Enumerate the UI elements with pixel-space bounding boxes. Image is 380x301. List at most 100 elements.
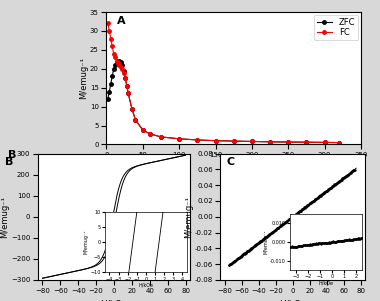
Point (290, 214, 296, 219)
ZFC (113, 63, 117, 67)
Point (241, 251, 247, 256)
Point (345, 172, 352, 177)
Point (300, 206, 306, 211)
Point (283, 219, 290, 224)
Point (266, 233, 272, 237)
Point (344, 173, 350, 178)
ZFC (123, 76, 128, 80)
Point (230, 260, 236, 265)
FC (122, 71, 126, 74)
Point (298, 208, 304, 213)
Point (256, 240, 263, 244)
Point (346, 172, 352, 176)
Point (257, 239, 263, 244)
Point (331, 183, 337, 188)
Point (277, 224, 283, 228)
Point (320, 191, 326, 195)
Point (302, 205, 308, 210)
ZFC (159, 135, 163, 139)
Point (251, 244, 257, 249)
Point (308, 200, 314, 205)
Point (349, 169, 355, 174)
Point (328, 185, 334, 190)
Point (242, 251, 249, 256)
Point (266, 232, 272, 237)
FC (337, 141, 342, 144)
FC (126, 92, 130, 95)
Point (351, 167, 357, 172)
FC (195, 138, 200, 142)
Point (233, 258, 239, 263)
Point (252, 243, 258, 248)
X-axis label: H/kOe: H/kOe (279, 299, 306, 301)
Point (270, 229, 276, 234)
Point (325, 188, 331, 192)
ZFC (195, 138, 200, 142)
Point (314, 196, 320, 200)
ZFC (148, 132, 152, 136)
Point (327, 186, 333, 191)
Point (312, 197, 318, 202)
Point (319, 192, 325, 197)
Point (341, 175, 347, 180)
Point (247, 246, 253, 251)
Point (275, 225, 281, 230)
Point (298, 207, 304, 212)
Point (340, 176, 346, 181)
Point (298, 208, 304, 213)
Point (282, 219, 288, 224)
Point (261, 236, 267, 241)
Point (317, 193, 323, 198)
Point (319, 192, 325, 197)
Point (261, 237, 267, 241)
Point (268, 231, 274, 235)
Point (307, 201, 313, 206)
Point (309, 199, 315, 204)
Point (228, 261, 234, 266)
ZFC (126, 92, 130, 95)
Point (226, 262, 233, 267)
Point (283, 219, 289, 224)
Point (324, 188, 330, 193)
Point (269, 230, 275, 235)
Y-axis label: M/emug⁻¹: M/emug⁻¹ (1, 196, 10, 238)
FC (177, 137, 181, 141)
Point (293, 212, 299, 217)
ZFC (268, 140, 272, 144)
Point (268, 231, 274, 236)
Point (296, 209, 302, 214)
Point (294, 211, 300, 216)
Point (278, 223, 284, 228)
ZFC (130, 107, 134, 110)
ZFC (213, 139, 218, 142)
Point (287, 216, 293, 221)
Point (271, 228, 277, 233)
Point (235, 256, 241, 261)
Point (339, 176, 345, 181)
Point (271, 229, 277, 234)
FC (286, 140, 291, 144)
Point (271, 229, 277, 234)
Point (254, 241, 260, 246)
Point (242, 250, 248, 255)
Point (238, 254, 244, 259)
Point (244, 249, 250, 253)
Point (338, 177, 344, 182)
Point (279, 222, 285, 227)
Point (228, 260, 234, 265)
Point (228, 262, 234, 266)
Point (335, 179, 341, 184)
Point (329, 184, 335, 189)
Point (302, 205, 308, 210)
Point (341, 175, 347, 179)
FC (113, 56, 117, 59)
Point (290, 215, 296, 219)
FC (268, 140, 272, 144)
Point (284, 219, 290, 224)
Text: C: C (226, 157, 234, 167)
Point (332, 182, 338, 187)
Point (286, 217, 292, 222)
Point (306, 202, 312, 206)
FC (119, 65, 123, 69)
Point (301, 206, 307, 210)
